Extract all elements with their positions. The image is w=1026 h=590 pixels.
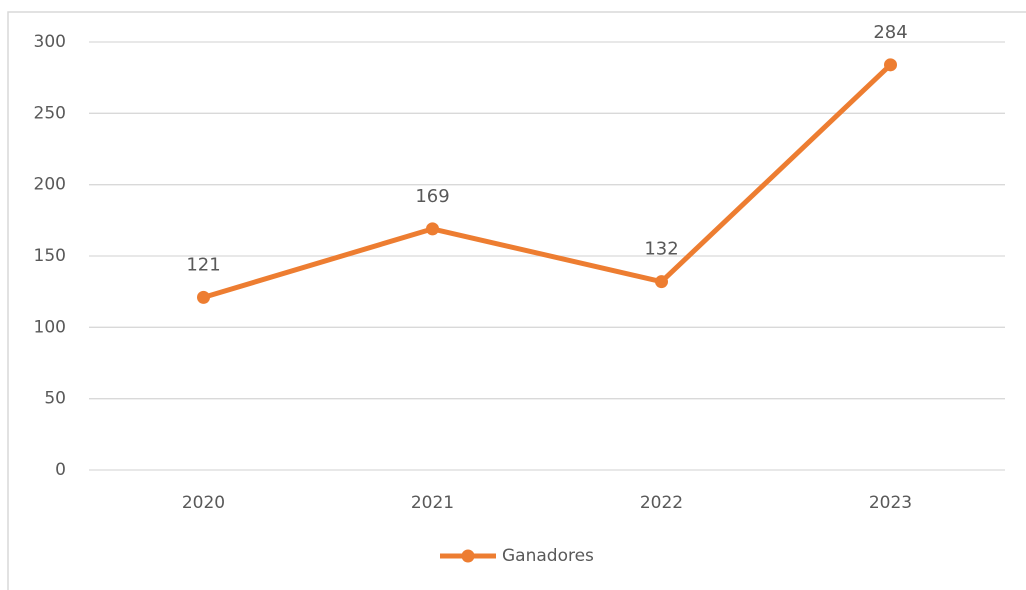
x-tick-label: 2020 <box>182 493 225 513</box>
chart-border <box>7 11 1026 590</box>
data-label: 284 <box>873 22 907 43</box>
legend-marker <box>461 549 475 563</box>
data-label: 121 <box>186 254 220 275</box>
data-point <box>426 222 439 236</box>
series-line <box>202 63 893 300</box>
data-point <box>884 58 897 72</box>
y-tick-label: 300 <box>34 32 66 52</box>
data-point <box>655 275 668 289</box>
x-tick-label: 2023 <box>869 493 912 513</box>
x-tick-label: 2021 <box>411 493 454 513</box>
data-label: 169 <box>415 186 449 207</box>
y-tick-label: 250 <box>34 103 66 123</box>
data-label: 132 <box>644 239 678 260</box>
data-point <box>197 290 210 304</box>
x-tick-label: 2022 <box>640 493 683 513</box>
y-tick-label: 100 <box>34 317 66 337</box>
y-tick-label: 200 <box>34 175 66 195</box>
y-tick-label: 150 <box>34 246 66 266</box>
y-tick-label: 50 <box>44 389 66 409</box>
y-tick-label: 0 <box>55 460 66 480</box>
legend-label: Ganadores <box>502 546 594 566</box>
